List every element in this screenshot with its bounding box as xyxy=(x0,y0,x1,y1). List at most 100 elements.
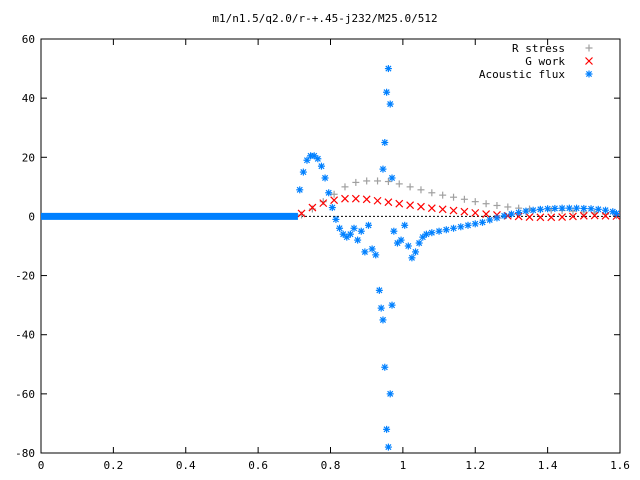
data-point xyxy=(525,213,534,221)
series-layer xyxy=(41,65,621,451)
data-point xyxy=(457,223,465,231)
data-point xyxy=(590,211,599,220)
legend-marker xyxy=(585,70,593,78)
data-point xyxy=(361,248,369,256)
data-point xyxy=(388,174,396,182)
data-point xyxy=(296,186,304,194)
data-point xyxy=(580,204,588,212)
data-point xyxy=(612,209,620,217)
data-point xyxy=(565,204,573,212)
data-point xyxy=(417,202,425,211)
data-point xyxy=(529,206,537,214)
data-point xyxy=(587,205,595,213)
data-point xyxy=(379,316,387,324)
data-point xyxy=(415,239,423,247)
data-point xyxy=(547,213,556,222)
data-point xyxy=(350,224,358,232)
data-point xyxy=(384,178,392,186)
data-point xyxy=(299,168,307,176)
data-point xyxy=(435,227,443,235)
legend-marker xyxy=(585,57,593,65)
data-point xyxy=(364,221,372,229)
data-point xyxy=(460,207,469,216)
data-point xyxy=(325,189,333,197)
data-point xyxy=(482,200,490,208)
data-point xyxy=(375,286,383,294)
data-point xyxy=(386,100,394,108)
data-point xyxy=(408,254,416,262)
data-point xyxy=(298,211,306,219)
data-point xyxy=(346,230,354,238)
data-point xyxy=(363,177,371,185)
data-point xyxy=(357,227,365,235)
data-point xyxy=(442,226,450,234)
data-point xyxy=(395,180,403,188)
x-tick-label: 0 xyxy=(38,459,45,472)
series-g-work xyxy=(297,194,621,222)
x-tick-label: 0.6 xyxy=(248,459,268,472)
legend-label: Acoustic flux xyxy=(479,68,565,81)
data-point xyxy=(471,220,479,228)
data-point xyxy=(386,390,394,398)
data-point xyxy=(401,221,409,229)
data-point xyxy=(373,196,382,205)
data-point xyxy=(404,242,412,250)
y-tick-label: 40 xyxy=(22,92,35,105)
data-point xyxy=(507,210,515,218)
y-tick-label: -80 xyxy=(15,447,35,460)
x-tick-label: 0.4 xyxy=(176,459,196,472)
data-point xyxy=(362,195,371,204)
data-point xyxy=(328,204,336,212)
y-tick-label: -60 xyxy=(15,388,35,401)
data-point xyxy=(336,224,344,232)
data-point xyxy=(515,209,523,217)
data-point xyxy=(601,211,610,220)
data-point xyxy=(536,205,544,213)
data-point xyxy=(500,212,508,220)
data-point xyxy=(558,213,567,221)
data-point xyxy=(522,207,530,215)
data-point xyxy=(450,193,458,201)
data-point xyxy=(544,205,552,213)
data-point xyxy=(383,88,391,96)
data-point xyxy=(395,199,404,208)
data-point xyxy=(406,183,414,191)
x-tick-label: 1.6 xyxy=(610,459,630,472)
data-point xyxy=(417,186,425,194)
y-tick-label: -40 xyxy=(15,329,35,342)
data-point xyxy=(471,208,480,217)
data-point xyxy=(558,204,566,212)
x-tick-label: 0.2 xyxy=(103,459,123,472)
data-point xyxy=(379,165,387,173)
data-point xyxy=(381,139,389,146)
data-point xyxy=(569,212,577,221)
data-point xyxy=(406,201,415,210)
data-point xyxy=(308,205,316,213)
plot-area xyxy=(40,38,621,454)
data-point xyxy=(330,190,338,198)
x-tick-label: 0.8 xyxy=(321,459,341,472)
data-point xyxy=(464,221,472,229)
data-point xyxy=(352,178,360,186)
data-point xyxy=(374,177,382,185)
legend-label: G work xyxy=(525,55,565,68)
data-point xyxy=(486,216,494,224)
data-point xyxy=(428,229,436,237)
data-point xyxy=(449,206,458,215)
y-tick-label: 20 xyxy=(22,151,35,164)
data-point xyxy=(504,203,512,211)
data-point xyxy=(321,174,329,182)
data-point xyxy=(450,224,458,232)
data-point xyxy=(594,205,602,213)
data-point xyxy=(493,214,501,222)
data-point xyxy=(330,196,339,205)
data-point xyxy=(579,211,588,220)
data-point xyxy=(319,199,328,208)
series-acoustic-flux xyxy=(41,65,620,451)
data-point xyxy=(341,194,349,203)
data-point xyxy=(354,236,362,244)
data-point xyxy=(368,245,376,253)
data-point xyxy=(536,213,545,222)
